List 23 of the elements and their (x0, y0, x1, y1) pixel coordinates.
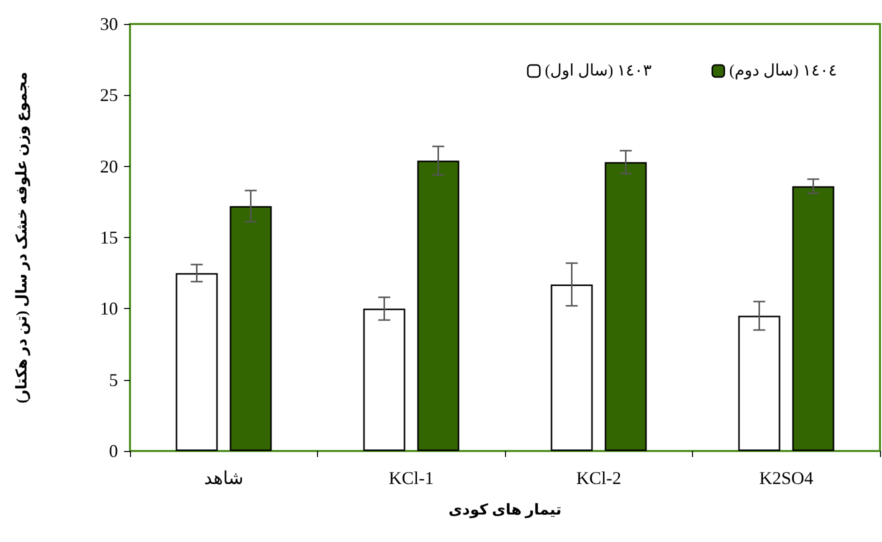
x-tick-label: KCl-1 (388, 468, 434, 488)
x-tick-label: شاهد (204, 468, 244, 488)
bar (604, 162, 647, 451)
x-tick-label: K2SO4 (759, 468, 814, 488)
y-tick-label: 0 (109, 441, 118, 461)
y-tick-label: 10 (100, 298, 118, 319)
y-tick-label: 25 (100, 85, 118, 106)
bar (363, 308, 406, 451)
bar (738, 316, 780, 451)
bar (550, 284, 593, 451)
legend-label: ١٤٠٤ (سال دوم) (729, 62, 838, 80)
y-tick-label: 30 (100, 14, 118, 34)
y-tick-label: 20 (100, 156, 118, 176)
bar (417, 160, 460, 451)
bar (176, 273, 218, 451)
y-tick-label: 5 (109, 370, 118, 390)
bar (792, 186, 834, 451)
bar (230, 206, 272, 451)
y-axis-title: مجموع وزن علوفه خشک در سال (تن در هکتار) (14, 72, 30, 404)
x-tick-label: KCl-2 (576, 468, 622, 488)
y-tick-label: 15 (100, 228, 118, 248)
legend-label: ١٤٠٣ (سال اول) (544, 62, 652, 80)
x-axis-title: تیمار های کودی (448, 502, 562, 518)
